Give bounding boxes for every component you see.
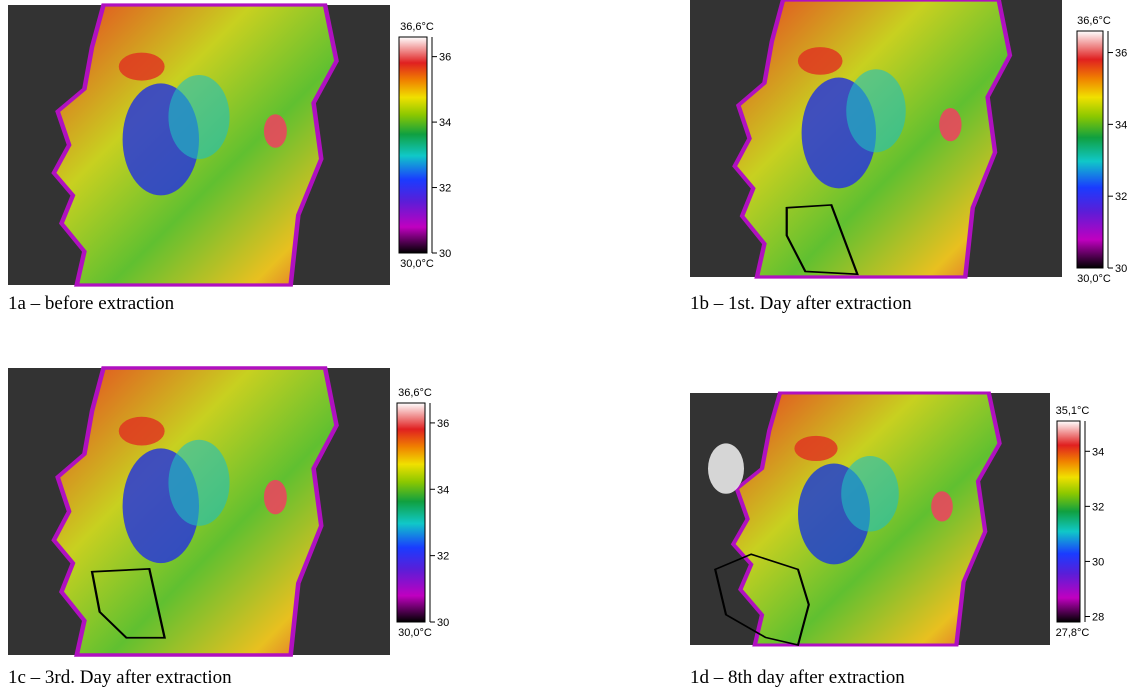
scale-min-label: 30,0°C bbox=[1077, 273, 1111, 285]
scale-tick-label: 32 bbox=[439, 183, 451, 195]
caption: 1c – 3rd. Day after extraction bbox=[8, 667, 232, 688]
ear-warm bbox=[931, 491, 953, 521]
scale-max-label: 35,1°C bbox=[1056, 405, 1090, 417]
caption: 1a – before extraction bbox=[8, 293, 175, 314]
eye-warm bbox=[119, 417, 165, 446]
cheek-ring bbox=[168, 440, 229, 526]
caption: 1b – 1st. Day after extraction bbox=[690, 293, 912, 314]
cheek-ring bbox=[846, 69, 906, 152]
scale-max-label: 36,6°C bbox=[398, 387, 432, 399]
scale-tick-label: 34 bbox=[1092, 446, 1104, 458]
scale-tick-label: 30 bbox=[437, 617, 449, 629]
scale-tick-label: 36 bbox=[1115, 48, 1127, 60]
colorbar bbox=[1077, 31, 1103, 268]
scale-tick-label: 34 bbox=[1115, 119, 1127, 131]
colorbar bbox=[399, 37, 427, 253]
scale-tick-label: 32 bbox=[1092, 501, 1104, 513]
scale-tick-label: 34 bbox=[439, 117, 451, 129]
eye-warm bbox=[119, 53, 165, 81]
cheek-ring bbox=[168, 75, 229, 159]
nose-hot bbox=[708, 443, 744, 493]
ear-warm bbox=[939, 108, 961, 141]
ear-warm bbox=[264, 480, 287, 514]
face bbox=[735, 0, 1010, 277]
scale-tick-label: 32 bbox=[437, 551, 449, 563]
eye-warm bbox=[798, 47, 843, 75]
scale-max-label: 36,6°C bbox=[1077, 15, 1111, 27]
scale-min-label: 30,0°C bbox=[400, 258, 434, 270]
scale-min-label: 30,0°C bbox=[398, 627, 432, 639]
scale-tick-label: 36 bbox=[439, 52, 451, 64]
scale-max-label: 36,6°C bbox=[400, 21, 434, 33]
scale-tick-label: 34 bbox=[437, 484, 449, 496]
cheek-ring bbox=[841, 456, 899, 532]
scale-tick-label: 30 bbox=[439, 248, 451, 260]
face bbox=[54, 5, 337, 285]
face bbox=[54, 368, 337, 655]
scale-tick-label: 32 bbox=[1115, 191, 1127, 203]
scale-min-label: 27,8°C bbox=[1056, 627, 1090, 639]
ear-warm bbox=[264, 114, 287, 148]
colorbar bbox=[397, 403, 425, 622]
scale-tick-label: 30 bbox=[1115, 263, 1127, 275]
caption: 1d – 8th day after extraction bbox=[690, 667, 905, 688]
eye-warm bbox=[794, 436, 837, 461]
figure: 30 32 34 36 36,6°C 30,0°C 1a – before extracti… bbox=[0, 0, 1146, 695]
scale-tick-label: 36 bbox=[437, 418, 449, 430]
scale-tick-label: 30 bbox=[1092, 556, 1104, 568]
scale-tick-label: 28 bbox=[1092, 611, 1104, 623]
colorbar bbox=[1057, 421, 1080, 622]
